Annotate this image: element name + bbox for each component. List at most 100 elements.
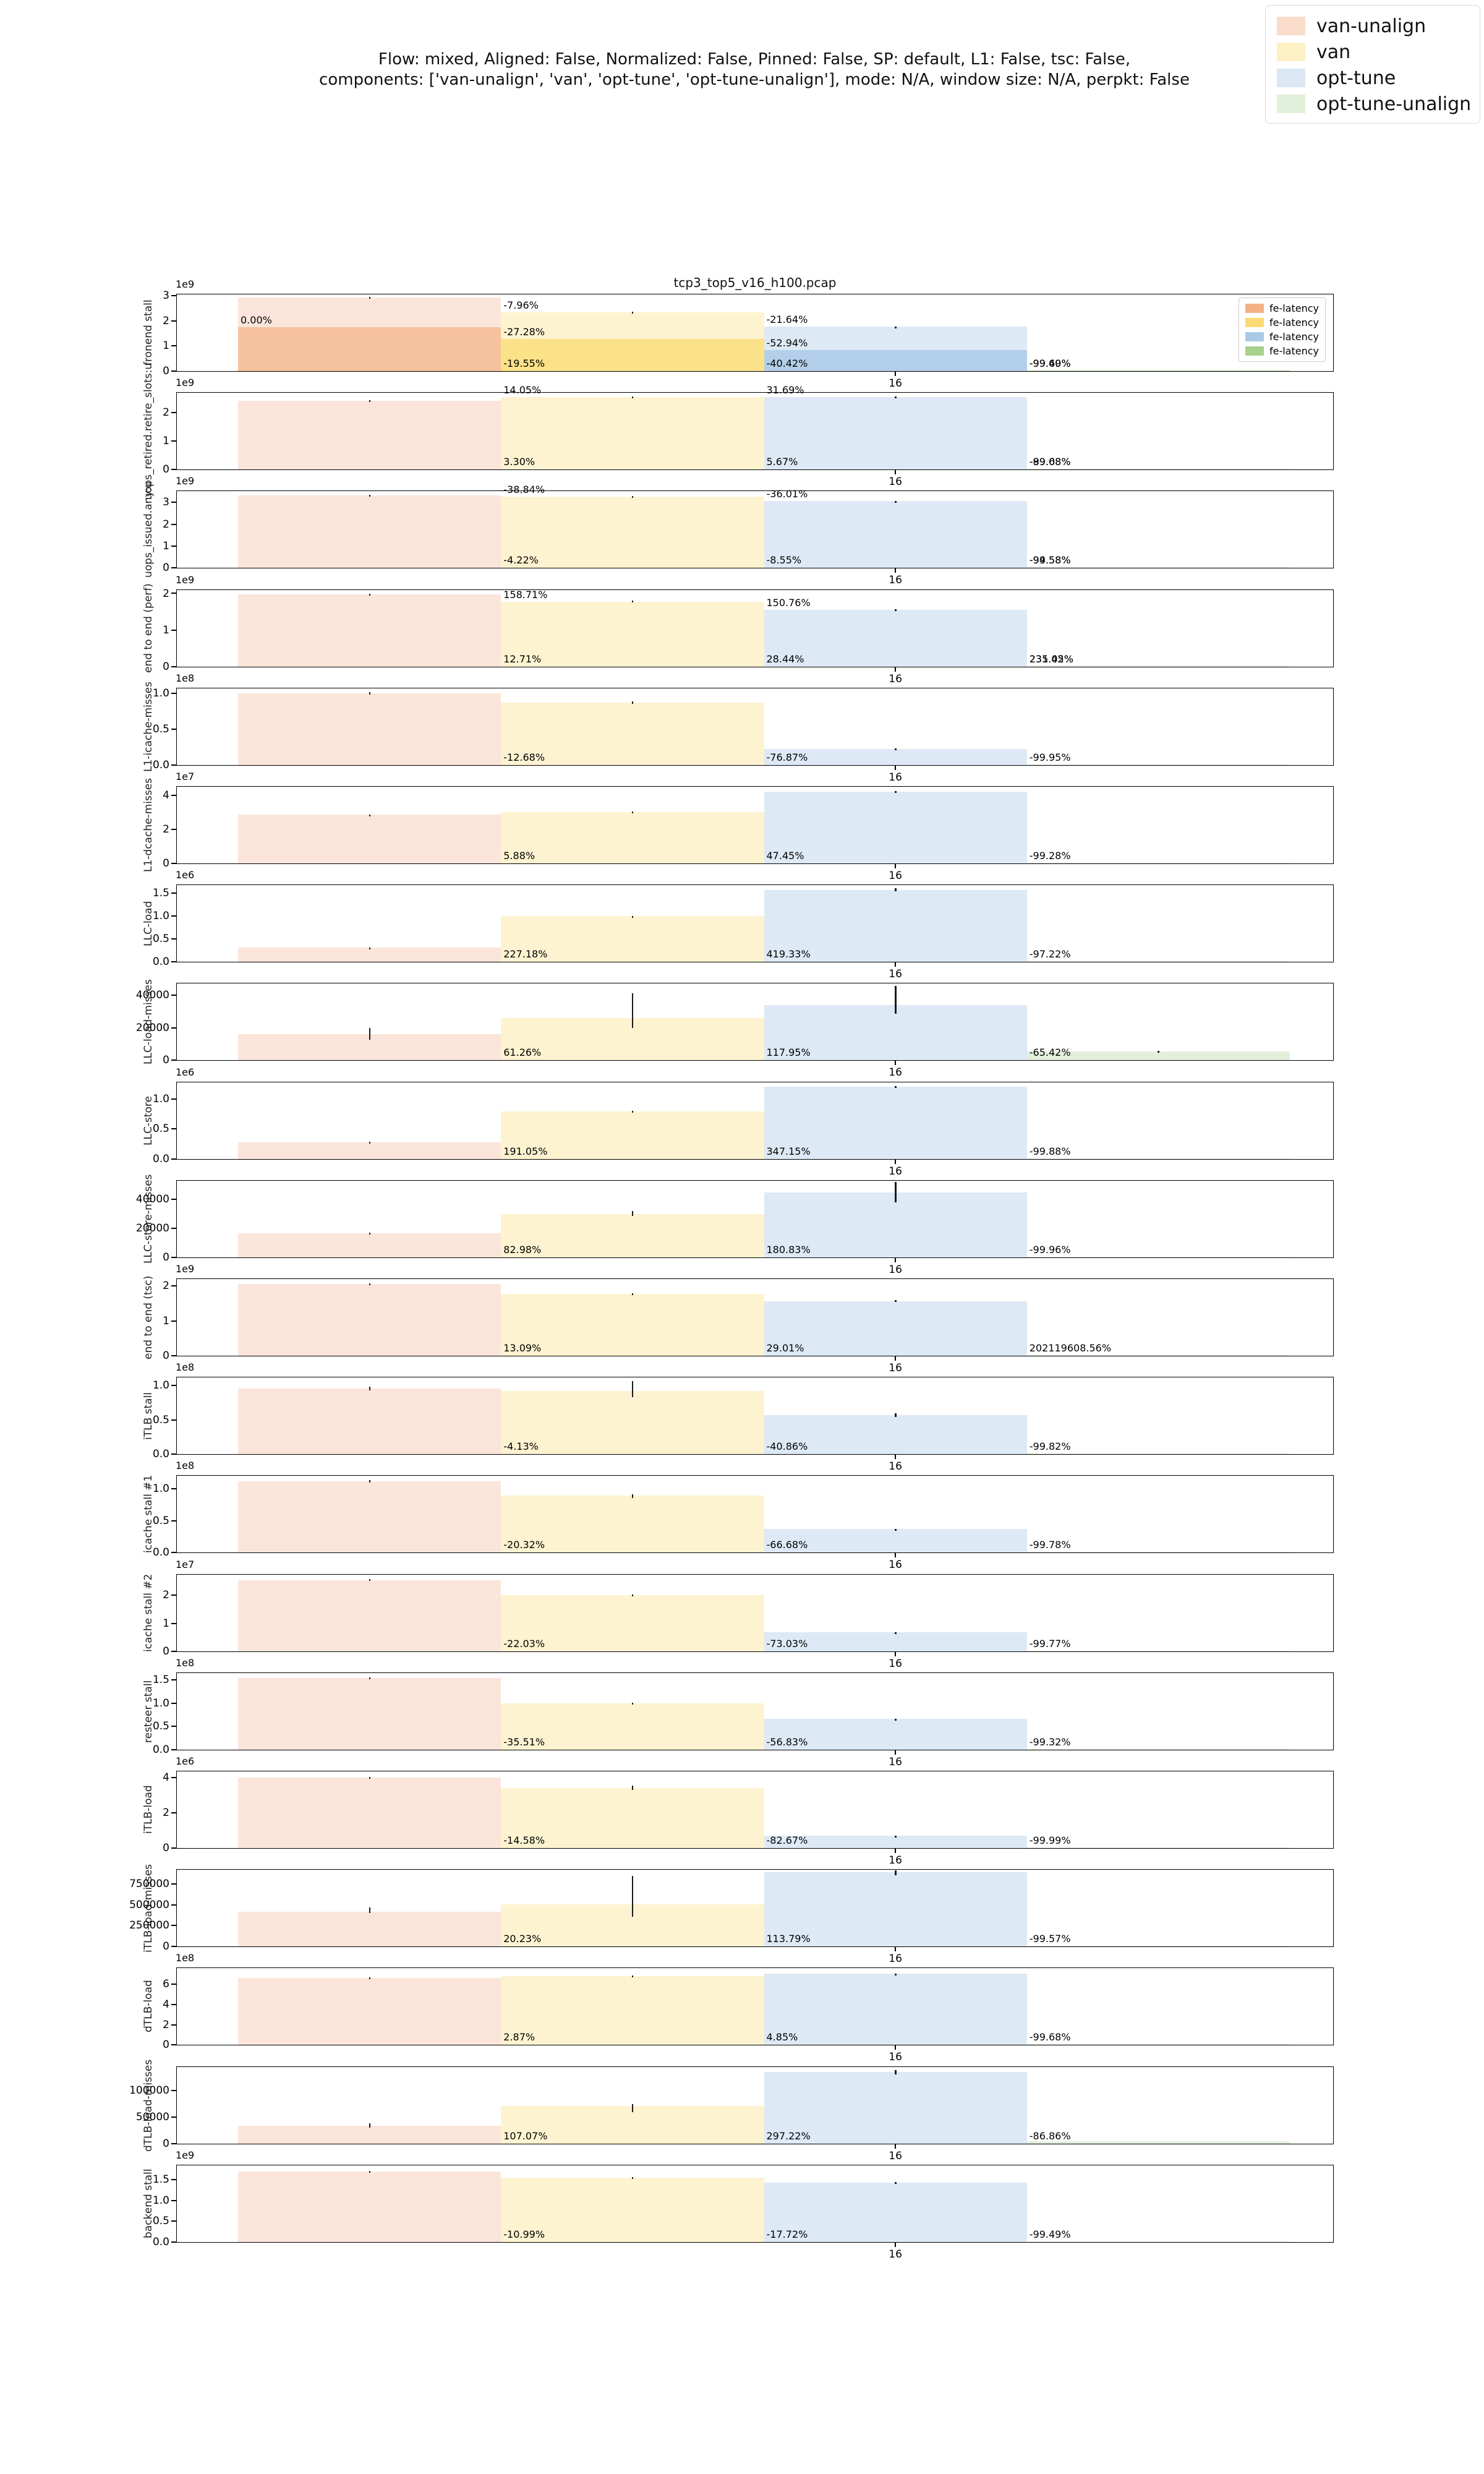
- y-tick-mark: [171, 370, 177, 372]
- y-tick-mark: [171, 440, 177, 442]
- error-bar: [631, 1380, 634, 1398]
- y-tick-mark: [171, 1984, 177, 1985]
- y-axis-offset: 1e9: [176, 573, 195, 586]
- pct-label: -82.67%: [766, 1834, 808, 1846]
- error-bar: [895, 396, 897, 398]
- x-tick-label: 16: [889, 377, 902, 390]
- y-tick-mark: [171, 1946, 177, 1948]
- subplot-l1-dcache-misses: 1e7 L1-dcache-misses 0 2 4 5.88% 47.45% -99.28%…: [142, 771, 1334, 882]
- pct-label: 297.22%: [766, 2129, 811, 2142]
- y-tick-mark: [171, 994, 177, 996]
- pct-label: -99.49%: [1029, 357, 1071, 369]
- pct-label: -89.08%: [1029, 456, 1071, 468]
- bar-van-unalign: [238, 815, 501, 863]
- y-tick-mark: [171, 666, 177, 667]
- pct-label: 191.05%: [503, 1145, 548, 1157]
- y-tick-label: 40000: [135, 1193, 169, 1206]
- y-tick-label: 1.0: [152, 1379, 169, 1392]
- inner-legend-label: fe-latency: [1269, 345, 1319, 357]
- bar-van-unalign: [238, 1233, 501, 1257]
- bar-van: [501, 1703, 764, 1750]
- error-bar: [369, 2123, 371, 2128]
- x-tick-mark: [895, 469, 897, 475]
- y-axis-offset: 1e9: [176, 475, 195, 487]
- bar-van-unalign: [238, 1142, 501, 1159]
- y-tick-label: 1: [163, 1314, 169, 1327]
- bar-opt-tune: [764, 1087, 1027, 1159]
- y-axis-offset: 1e9: [176, 2149, 195, 2161]
- pct-label: -17.72%: [766, 2228, 808, 2240]
- y-tick-mark: [171, 1726, 177, 1727]
- error-bar: [895, 1528, 897, 1531]
- error-bar: [631, 396, 634, 398]
- y-axis-label: dTLB-load-misses: [142, 2058, 155, 2152]
- subplot-dtlb-load-misses: dTLB-load-misses 0 50000 100000 107.07% 297.2…: [129, 2059, 1334, 2162]
- bar-van-unalign: [238, 1777, 501, 1848]
- legend-swatch: [1277, 69, 1305, 87]
- x-tick-label: 16: [889, 968, 902, 981]
- y-tick-label: 1: [163, 435, 169, 448]
- y-tick-mark: [171, 2241, 177, 2243]
- pct-label: 47.45%: [766, 850, 804, 862]
- bar-van: [501, 1496, 764, 1553]
- y-tick-label: 0: [163, 1645, 169, 1658]
- error-bar: [631, 1785, 634, 1790]
- bar-fe-latency-van-unalign: [238, 327, 501, 371]
- subplot-itlb-stall: 1e8 iTLB stall 0.0 0.5 1.0 -4.13% -40.86% -99.8…: [142, 1361, 1334, 1473]
- pct-label: -99.32%: [1029, 1736, 1071, 1748]
- bar-van-unalign: [238, 1678, 501, 1750]
- bar-van-unalign: [238, 948, 501, 962]
- y-tick-mark: [171, 1128, 177, 1130]
- y-tick-mark: [171, 295, 177, 297]
- bar-van: [501, 1975, 764, 2045]
- y-tick-label: 50000: [135, 2110, 169, 2123]
- y-axis-offset: 1e6: [176, 1066, 195, 1078]
- y-tick-mark: [171, 1847, 177, 1849]
- y-tick-mark: [171, 1812, 177, 1813]
- error-bar: [895, 1300, 897, 1303]
- y-tick-label: 0: [163, 660, 169, 673]
- pct-label: -99.77%: [1029, 1637, 1071, 1650]
- y-tick-mark: [171, 915, 177, 917]
- pct-label: -99.60%: [1029, 357, 1071, 369]
- error-bar: [369, 1232, 371, 1235]
- bar-van-unalign: [238, 401, 501, 470]
- y-tick-mark: [171, 2004, 177, 2006]
- y-tick-mark: [171, 961, 177, 963]
- bar-opt-tune: [764, 501, 1027, 568]
- x-tick-mark: [895, 1651, 897, 1656]
- y-tick-mark: [171, 1419, 177, 1421]
- error-bar: [369, 1142, 371, 1144]
- bar-van: [501, 1391, 764, 1455]
- y-tick-mark: [171, 2090, 177, 2092]
- bar-opt-tune: [764, 1301, 1027, 1356]
- error-bar: [895, 790, 897, 793]
- y-tick-mark: [171, 1285, 177, 1287]
- error-bar: [631, 811, 634, 813]
- y-tick-mark: [171, 1622, 177, 1624]
- error-bar: [369, 296, 371, 299]
- x-tick-mark: [895, 1749, 897, 1755]
- pct-label: -94.58%: [1029, 554, 1071, 567]
- y-tick-mark: [171, 1679, 177, 1681]
- y-axis-offset: 1e7: [176, 771, 195, 782]
- x-tick-label: 16: [889, 1460, 902, 1473]
- pct-label: -36.01%: [766, 488, 808, 500]
- bar-van: [501, 811, 764, 863]
- subplot-llc-load-misses: LLC-load-misses 0 20000 40000 61.26% 117.95% -…: [136, 980, 1334, 1079]
- error-bar: [631, 993, 634, 1029]
- pct-label: -99.95%: [1029, 751, 1071, 763]
- x-tick-mark: [895, 863, 897, 868]
- y-tick-label: 0.0: [152, 956, 169, 969]
- error-bar: [895, 1973, 897, 1975]
- error-bar: [631, 1293, 634, 1295]
- y-tick-mark: [171, 2116, 177, 2118]
- pct-label: 0.00%: [241, 314, 272, 326]
- y-tick-mark: [171, 523, 177, 525]
- y-tick-label: 6: [163, 1978, 169, 1991]
- y-tick-mark: [171, 2199, 177, 2201]
- pct-label: -35.51%: [503, 1736, 545, 1748]
- y-tick-label: 1: [163, 623, 169, 636]
- y-tick-label: 0.0: [152, 1448, 169, 1461]
- pct-label: -22.03%: [503, 1637, 545, 1650]
